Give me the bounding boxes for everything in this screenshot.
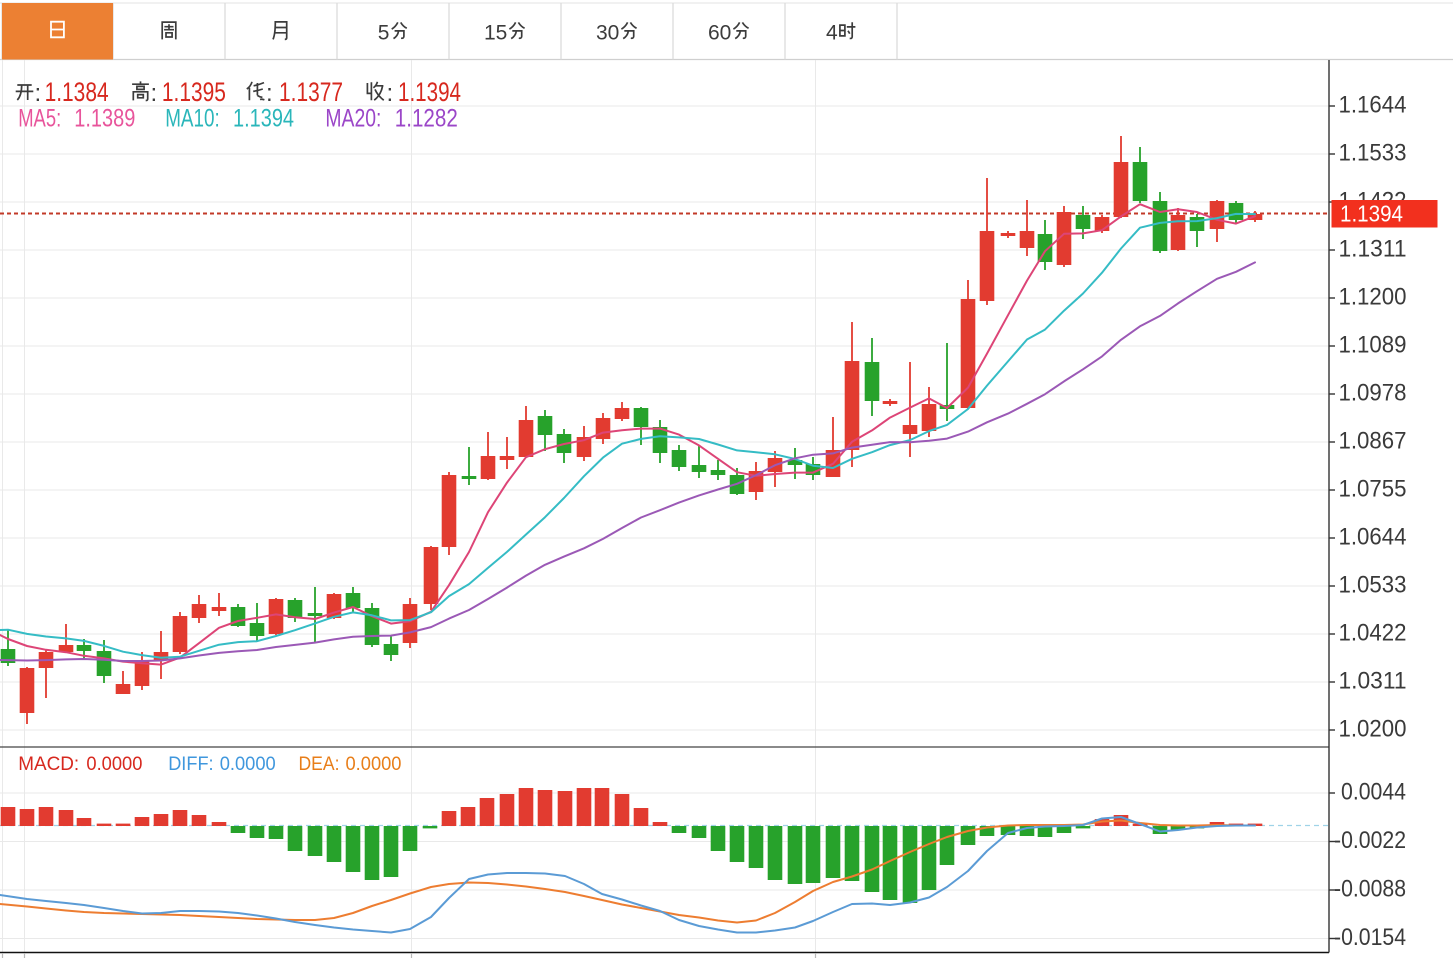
svg-text:60: 60 [708,22,731,45]
svg-text:1.1394: 1.1394 [1340,201,1403,227]
svg-text:1.0867: 1.0867 [1339,428,1407,455]
svg-text:MA20:: MA20: [325,105,381,133]
svg-text:1.0755: 1.0755 [1339,476,1407,503]
svg-text:15: 15 [484,22,507,45]
svg-text:1.0533: 1.0533 [1339,572,1407,599]
svg-text:0.0000: 0.0000 [86,753,142,775]
svg-text:1.1200: 1.1200 [1339,284,1407,311]
svg-text:0.0044: 0.0044 [1341,779,1406,806]
svg-text::: : [266,80,273,107]
svg-text:DEA:: DEA: [299,753,340,775]
svg-text:-0.0154: -0.0154 [1334,924,1406,951]
svg-text:1.1311: 1.1311 [1339,236,1407,263]
svg-text:DIFF:: DIFF: [168,753,213,775]
svg-text:MACD:: MACD: [18,753,79,775]
svg-text:-0.0088: -0.0088 [1334,876,1406,903]
svg-text::: : [35,80,42,107]
svg-text:-0.0022: -0.0022 [1334,827,1406,854]
svg-text:MA10:: MA10: [165,105,220,133]
svg-text:1.1533: 1.1533 [1339,140,1407,167]
svg-text::: : [151,80,158,107]
svg-text:1.1384: 1.1384 [45,77,109,107]
svg-text:1.1089: 1.1089 [1339,332,1407,359]
svg-text:1.0978: 1.0978 [1339,380,1407,407]
svg-text:1.0311: 1.0311 [1339,668,1407,695]
svg-text:1.0422: 1.0422 [1339,620,1407,647]
svg-text:MA5:: MA5: [18,105,61,133]
svg-text:0.0000: 0.0000 [220,753,276,775]
svg-text:30: 30 [596,22,619,45]
svg-text:1.1377: 1.1377 [279,77,343,107]
svg-text:1.1282: 1.1282 [395,105,458,133]
svg-text:1.1644: 1.1644 [1339,92,1407,119]
svg-text:1.1394: 1.1394 [233,105,294,133]
svg-text:1.1394: 1.1394 [398,77,461,107]
svg-text:1.1389: 1.1389 [74,105,135,133]
svg-text:4: 4 [826,22,838,45]
svg-text:5: 5 [378,22,390,45]
svg-text:1.0200: 1.0200 [1339,716,1407,743]
svg-text:1.0644: 1.0644 [1339,524,1407,551]
svg-text::: : [387,80,394,107]
svg-text:0.0000: 0.0000 [346,753,402,775]
svg-text:1.1395: 1.1395 [162,77,226,107]
